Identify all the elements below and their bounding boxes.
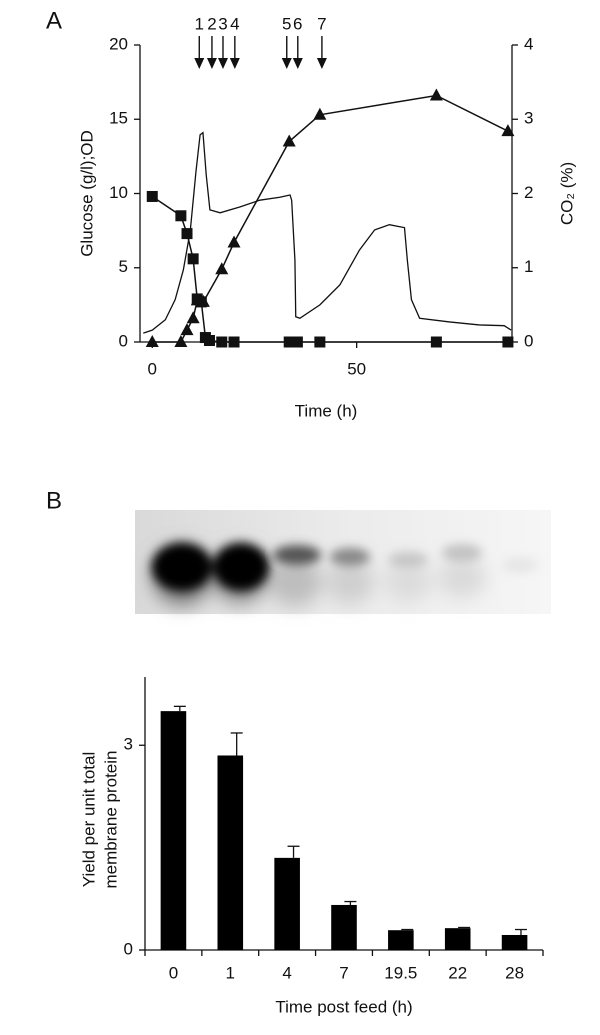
y2-tick-label: 1 [524, 257, 533, 276]
triangle-marker [186, 311, 200, 324]
series-line [143, 131, 512, 334]
y-tick-label: 0 [119, 331, 128, 350]
triangle-marker [227, 235, 241, 248]
blot-image [135, 510, 551, 614]
triangle-marker [429, 88, 443, 101]
x-tick-label: 22 [448, 963, 467, 982]
y2-axis-label: CO₂ (%) [557, 162, 576, 225]
x-axis-label: Time post feed (h) [275, 997, 412, 1016]
arrow-label: 5 [282, 14, 291, 33]
square-marker [502, 336, 514, 348]
x-tick-label: 19.5 [384, 963, 417, 982]
x-tick-label: 1 [226, 963, 235, 982]
triangle-marker [313, 107, 327, 120]
square-marker [314, 336, 326, 348]
arrow-label: 2 [207, 14, 216, 33]
y-tick-label: 10 [109, 183, 128, 202]
panel-label: B [46, 487, 62, 514]
x-tick-label: 28 [505, 963, 524, 982]
series [143, 131, 512, 334]
square-marker [146, 190, 158, 202]
y2-tick-label: 0 [524, 331, 533, 350]
triangle-marker [145, 335, 159, 347]
arrow-label: 6 [293, 14, 302, 33]
x-tick-label: 0 [148, 359, 157, 378]
y2-tick-label: 3 [524, 109, 533, 128]
x-axis-label: Time (h) [295, 401, 358, 420]
y2-tick-label: 4 [524, 34, 533, 53]
arrow-head [292, 58, 303, 69]
y-tick-label: 20 [109, 34, 128, 53]
triangle-marker [501, 124, 515, 137]
bar [274, 857, 300, 950]
bar [444, 928, 471, 950]
square-marker [430, 336, 442, 348]
square-marker [216, 336, 228, 348]
arrow-label: 4 [230, 14, 239, 33]
y-axis-label: membrane protein [101, 751, 120, 889]
series-line [151, 195, 508, 343]
triangle-marker [215, 262, 229, 275]
x-tick-label: 7 [339, 963, 348, 982]
x-tick-label: 50 [347, 359, 366, 378]
bar [331, 904, 357, 950]
bar [160, 711, 187, 950]
triangle-marker [180, 323, 194, 336]
arrow-head [194, 58, 205, 69]
arrow-label: 1 [195, 14, 204, 33]
arrow-label: 3 [218, 14, 227, 33]
triangle-marker [174, 335, 188, 347]
series [145, 88, 515, 347]
arrow-label: 7 [317, 14, 326, 33]
triangle-marker [196, 294, 210, 307]
arrow-head [217, 58, 228, 69]
y-axis-label: Glucose (g/l);OD [77, 130, 96, 257]
panel-label: A [46, 7, 62, 34]
y-axis-label: Yield per unit total [79, 752, 98, 887]
series [146, 190, 514, 348]
arrow-head [316, 58, 327, 69]
arrow-head [229, 58, 240, 69]
arrow-head [206, 58, 217, 69]
x-tick-label: 0 [169, 963, 178, 982]
bar [501, 934, 528, 950]
bar [217, 755, 244, 950]
square-marker [187, 253, 199, 265]
blot-bands [152, 543, 538, 591]
square-marker [181, 228, 193, 240]
square-marker [291, 336, 303, 348]
y-tick-label: 5 [119, 257, 128, 276]
arrow-head [281, 58, 292, 69]
x-tick-label: 4 [282, 963, 291, 982]
y-tick-label: 0 [124, 939, 133, 958]
y-tick-label: 15 [109, 109, 128, 128]
square-marker [203, 335, 215, 347]
triangle-marker [282, 134, 296, 147]
y2-tick-label: 2 [524, 183, 533, 202]
bar [388, 930, 414, 950]
y-tick-label: 3 [124, 735, 133, 754]
square-marker [283, 336, 295, 348]
square-marker [175, 210, 187, 222]
square-marker [228, 336, 240, 348]
